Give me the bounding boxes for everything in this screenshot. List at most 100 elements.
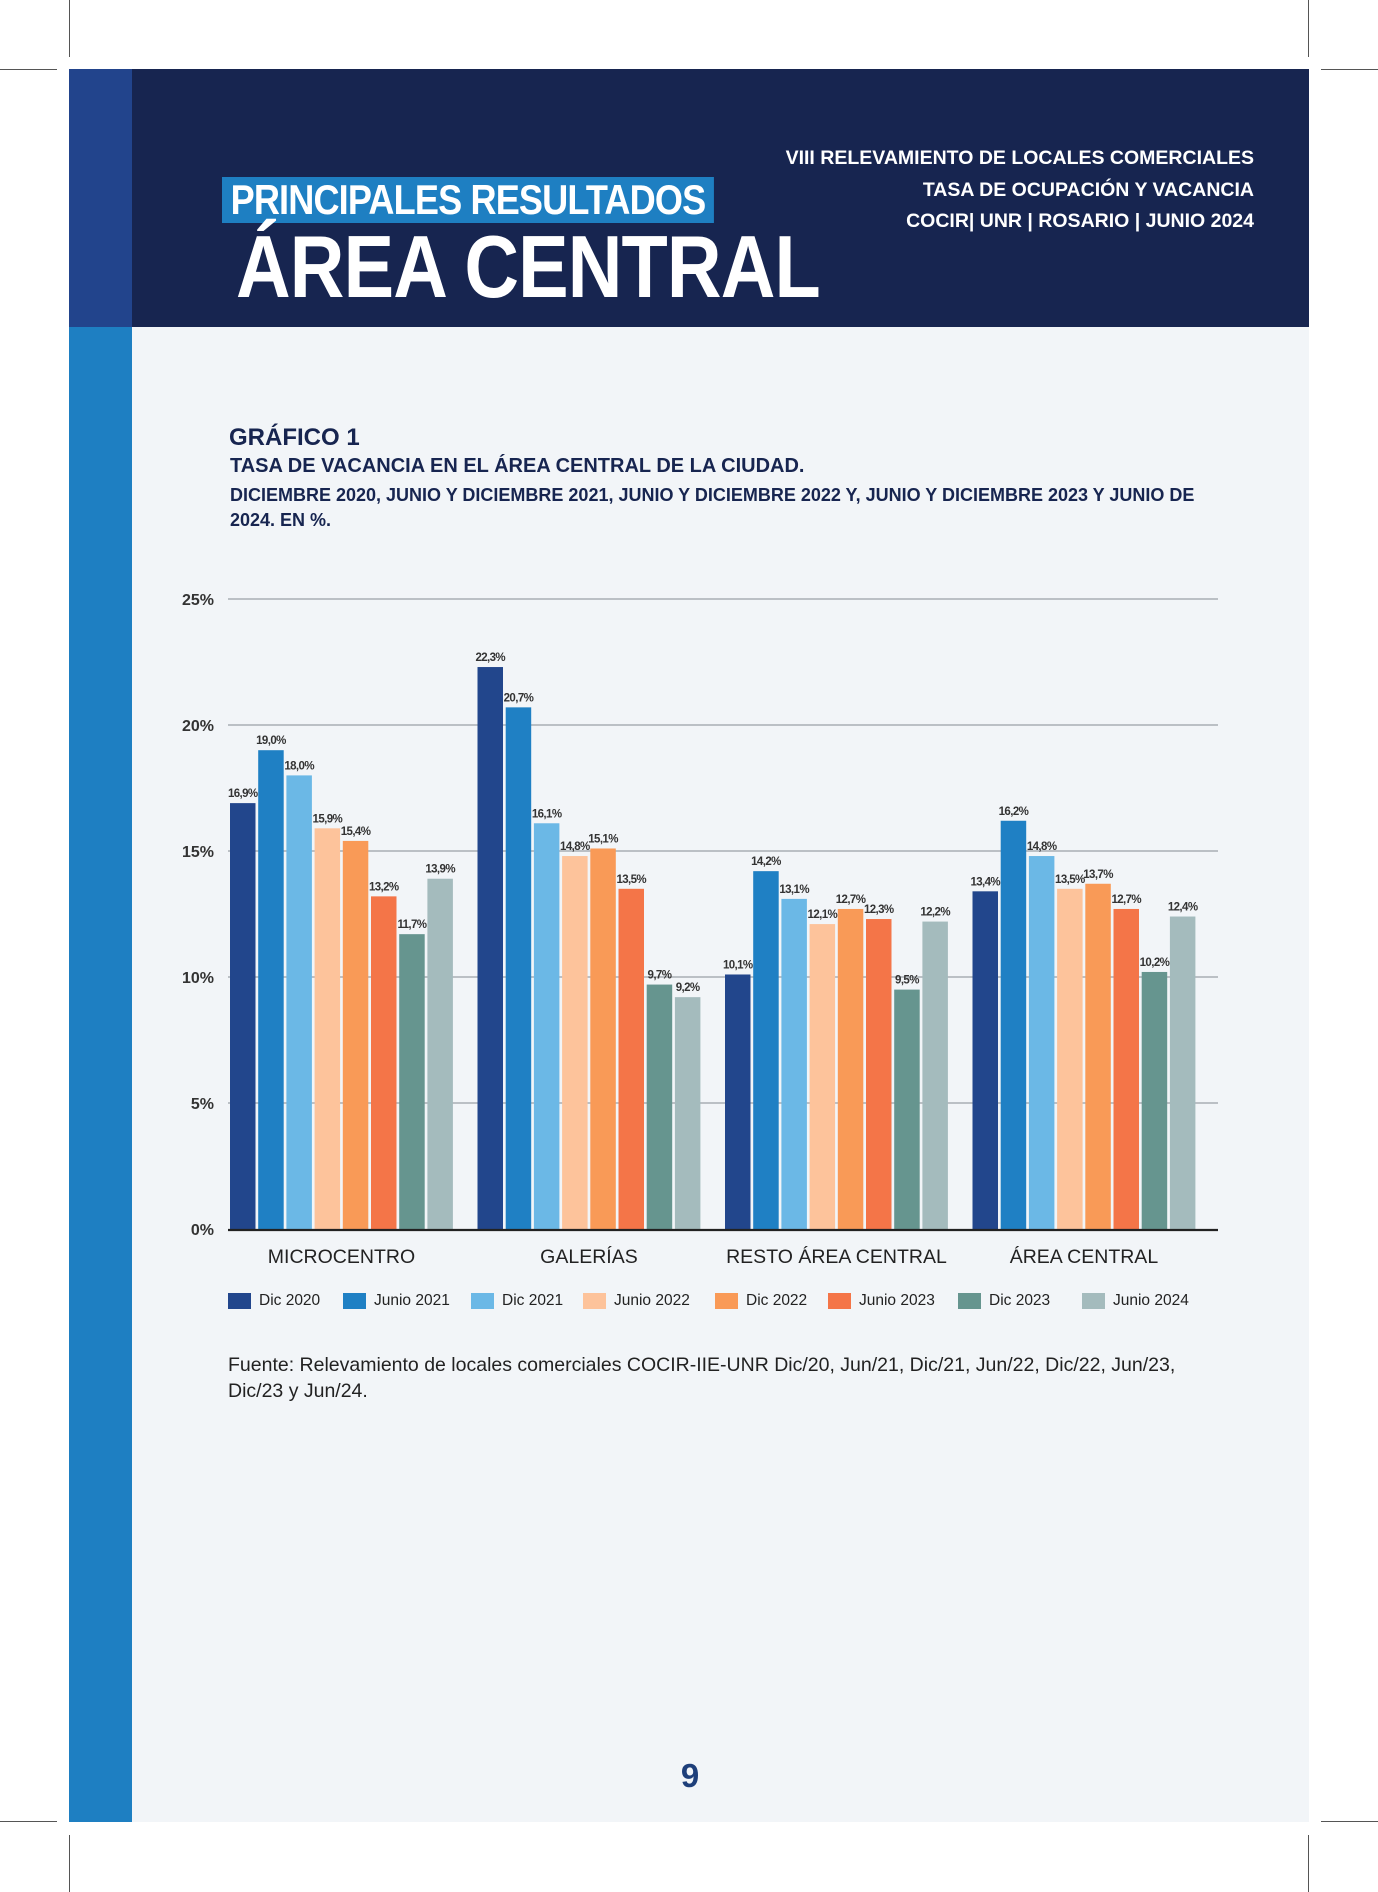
bar [922,921,948,1229]
data-label: 16,1% [532,808,562,820]
data-label: 14,8% [560,841,590,853]
graph-subtitle: DICIEMBRE 2020, JUNIO Y DICIEMBRE 2021, … [230,485,1195,530]
legend-item: Dic 2021 [471,1290,563,1312]
legend-label: Junio 2024 [1113,1292,1189,1309]
data-label: 9,5% [895,975,919,987]
bar [399,934,425,1229]
data-label: 13,2% [369,881,399,893]
bar [427,878,453,1229]
data-label: 15,1% [588,833,618,845]
crop-mark [0,69,57,70]
data-label: 10,1% [723,959,753,971]
legend-item: Junio 2024 [1082,1290,1189,1312]
bar [286,775,312,1229]
bar [371,896,397,1229]
report-info: VIII RELEVAMIENTO DE LOCALES COMERCIALES… [786,143,1254,238]
bar [1113,908,1139,1229]
y-tick-label: 20% [182,718,214,735]
y-tick-label: 15% [182,844,214,861]
bar [342,840,369,1229]
bar [258,750,284,1229]
legend-item: Dic 2022 [715,1290,807,1312]
legend-swatch [471,1293,494,1309]
data-label: 15,9% [313,813,343,825]
crop-mark [1308,1835,1309,1892]
data-label: 13,5% [1055,874,1085,886]
report-info-line: TASA DE OCUPACIÓN Y VACANCIA [922,178,1254,201]
report-info-line: COCIR| UNR | ROSARIO | JUNIO 2024 [906,210,1254,232]
page-number: 9 [680,1757,700,1794]
bar [646,984,673,1229]
bar [590,848,616,1229]
graph-title: TASA DE VACANCIA EN EL ÁREA CENTRAL DE L… [230,455,805,477]
bar-chart: 0% 5% 10% 15% 20% 25% 16,9% 19,0% 18,0% 15,9%15,4… [182,592,1218,1268]
header-accent-strip [69,69,132,327]
data-label: 12,7% [1111,894,1141,906]
bar [1169,916,1196,1229]
crop-mark [69,1835,70,1892]
bar [230,803,256,1229]
bar [1141,971,1168,1229]
bar [894,989,920,1229]
bar [781,898,807,1229]
data-label: 12,7% [836,894,866,906]
x-category-label: GALERÍAS [540,1245,638,1268]
crop-mark [69,0,70,57]
bar [505,707,532,1229]
data-label: 13,7% [1083,869,1113,881]
data-label: 10,2% [1140,957,1170,969]
y-tick-label: 5% [191,1096,214,1113]
data-label: 20,7% [504,692,534,704]
graph-label: GRÁFICO 1 [229,424,360,451]
legend-label: Dic 2021 [502,1292,564,1309]
y-tick-label: 10% [182,970,214,987]
legend-label: Junio 2021 [374,1292,450,1309]
data-label: 13,5% [616,874,646,886]
legend-swatch [715,1293,738,1309]
bar [837,908,864,1229]
legend-label: Dic 2020 [259,1292,321,1309]
bar [1057,888,1083,1229]
bar [674,997,701,1229]
data-label: 11,7% [397,919,426,931]
data-label: 19,0% [256,735,286,747]
data-label: 18,0% [284,760,314,772]
y-tick-label: 0% [191,1222,214,1239]
legend-item: Junio 2023 [828,1290,935,1312]
crop-mark [1308,0,1309,57]
bar [314,828,341,1229]
data-label: 15,4% [341,826,371,838]
crop-mark [1321,1821,1378,1822]
data-label: 12,4% [1168,902,1198,914]
legend-label: Junio 2022 [614,1292,690,1309]
legend-item: Junio 2022 [583,1290,690,1312]
legend-swatch [958,1293,981,1309]
chart-legend: Dic 2020 Junio 2021 Dic 2021 Junio 2022 Dic … [228,1290,1228,1312]
data-label: 13,4% [970,876,1000,888]
legend-swatch [343,1293,366,1309]
bar [533,823,560,1229]
data-label: 9,2% [676,982,700,994]
source-note: Fuente: Relevamiento de locales comercia… [228,1354,1176,1402]
bar [1000,820,1027,1229]
left-accent-strip [69,327,132,1822]
bar [725,974,751,1229]
data-label: 13,1% [779,884,809,896]
bar [1028,856,1055,1229]
bar [809,924,836,1229]
bar [618,888,644,1229]
x-category-label: MICROCENTRO [268,1246,415,1268]
bar [753,871,779,1229]
legend-swatch [583,1293,606,1309]
x-category-label: ÁREA CENTRAL [1010,1245,1159,1268]
data-label: 12,3% [864,904,894,916]
legend-item: Junio 2021 [343,1290,450,1312]
data-label: 14,8% [1027,841,1057,853]
bar [866,919,892,1229]
legend-item: Dic 2023 [958,1290,1050,1312]
y-tick-label: 25% [182,592,214,609]
bar [477,667,503,1229]
legend-label: Dic 2022 [746,1292,808,1309]
data-label: 9,7% [648,970,672,982]
legend-swatch [828,1293,851,1309]
